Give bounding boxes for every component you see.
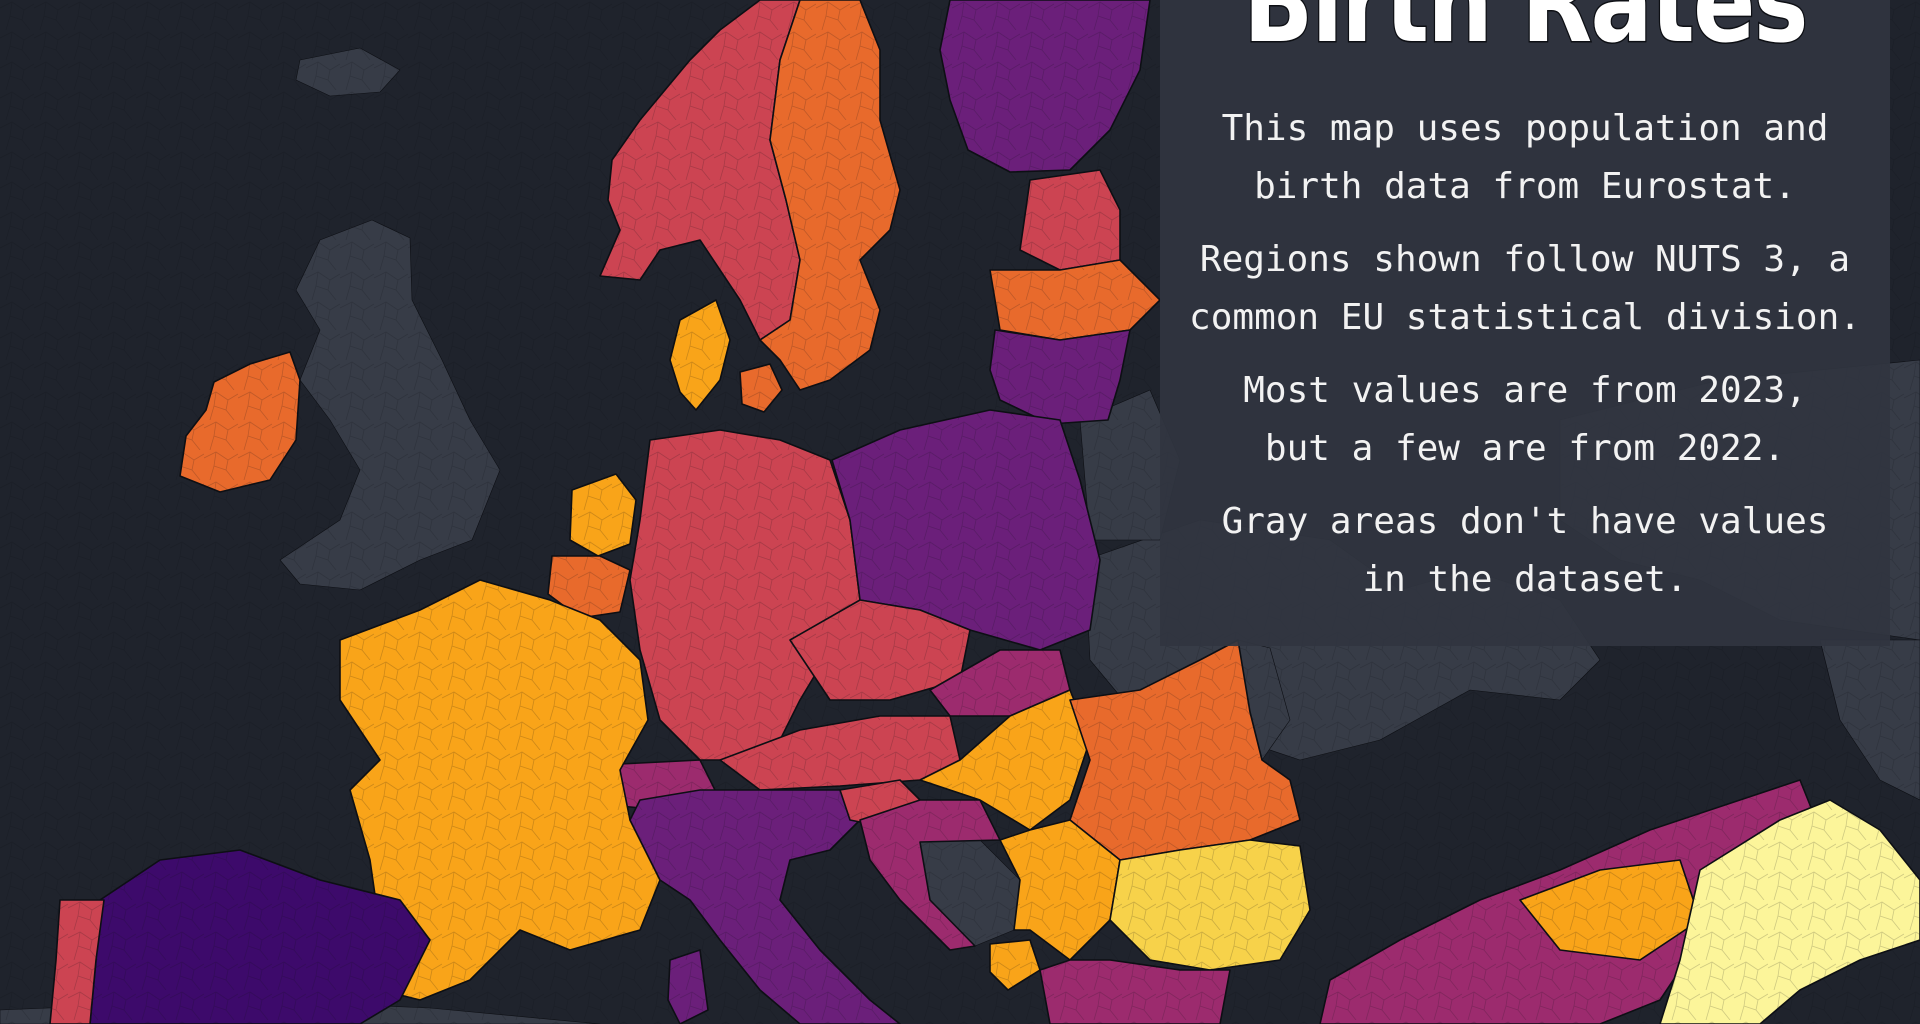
- info-line: Regions shown follow NUTS 3, a: [1199, 239, 1851, 280]
- info-paragraph-regions: Regions shown follow NUTS 3, a common EU…: [1160, 231, 1890, 347]
- info-text: This map uses population and birth data …: [1160, 100, 1890, 624]
- map-title: Birth Rates: [1242, 0, 1810, 70]
- info-line: Most values are from 2023,: [1243, 370, 1807, 411]
- region-netherlands: [569, 473, 637, 557]
- info-line: This map uses population and: [1221, 108, 1829, 149]
- region-greece: [1039, 959, 1231, 1024]
- info-line: birth data from Eurostat.: [1254, 166, 1796, 207]
- info-line: Gray areas don't have values: [1221, 501, 1829, 542]
- info-paragraph-gray: Gray areas don't have values in the data…: [1160, 493, 1890, 609]
- region-sardinia: [667, 949, 709, 1024]
- region-bulgaria: [1109, 839, 1311, 971]
- info-paragraph-years: Most values are from 2023, but a few are…: [1160, 362, 1890, 478]
- info-line: common EU statistical division.: [1189, 297, 1861, 338]
- region-estonia: [1019, 169, 1121, 271]
- info-panel: Birth Rates This map uses population and…: [1160, 0, 1890, 646]
- info-paragraph-source: This map uses population and birth data …: [1160, 100, 1890, 216]
- info-line: in the dataset.: [1362, 559, 1688, 600]
- info-line: but a few are from 2022.: [1264, 428, 1786, 469]
